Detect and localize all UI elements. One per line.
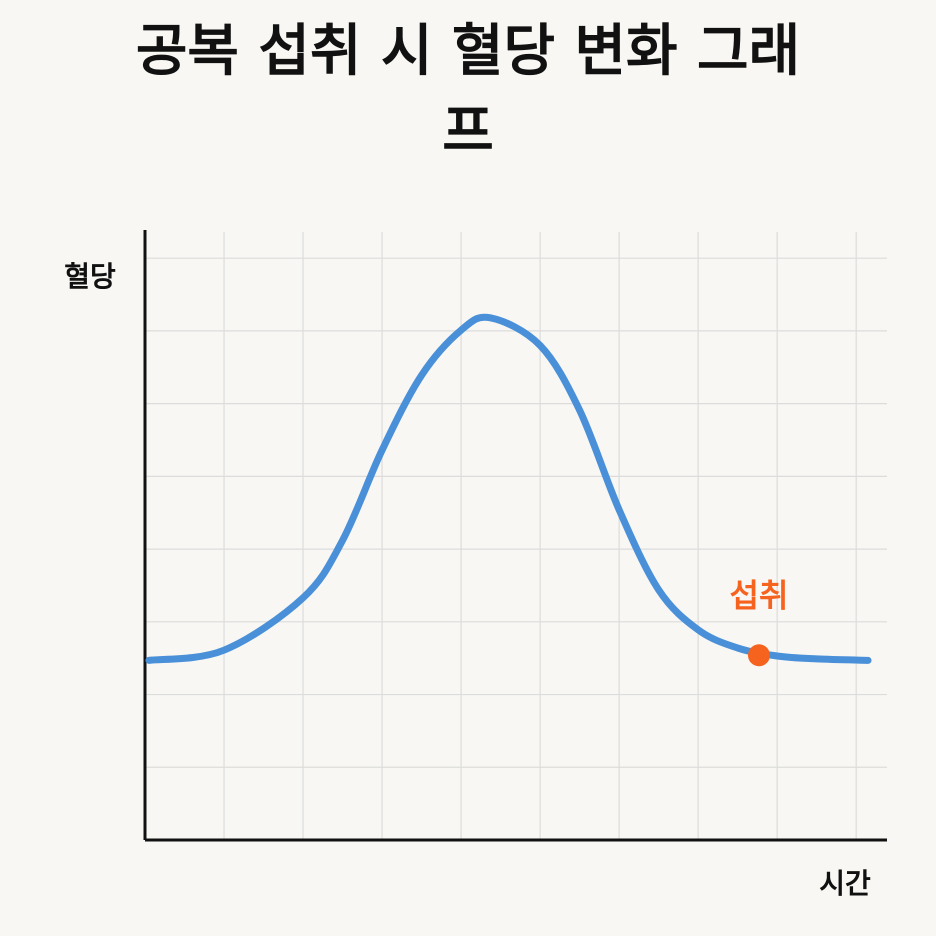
line xyxy=(145,313,872,664)
annotation-label: 섭취 xyxy=(730,576,789,614)
annotation-point xyxy=(747,644,770,667)
y-axis-label: 혈당 xyxy=(64,260,116,293)
x-axis-label: 시간 xyxy=(819,867,871,900)
chart-title: 공복 섭취 시 혈당 변화 그래프 xyxy=(135,19,801,164)
